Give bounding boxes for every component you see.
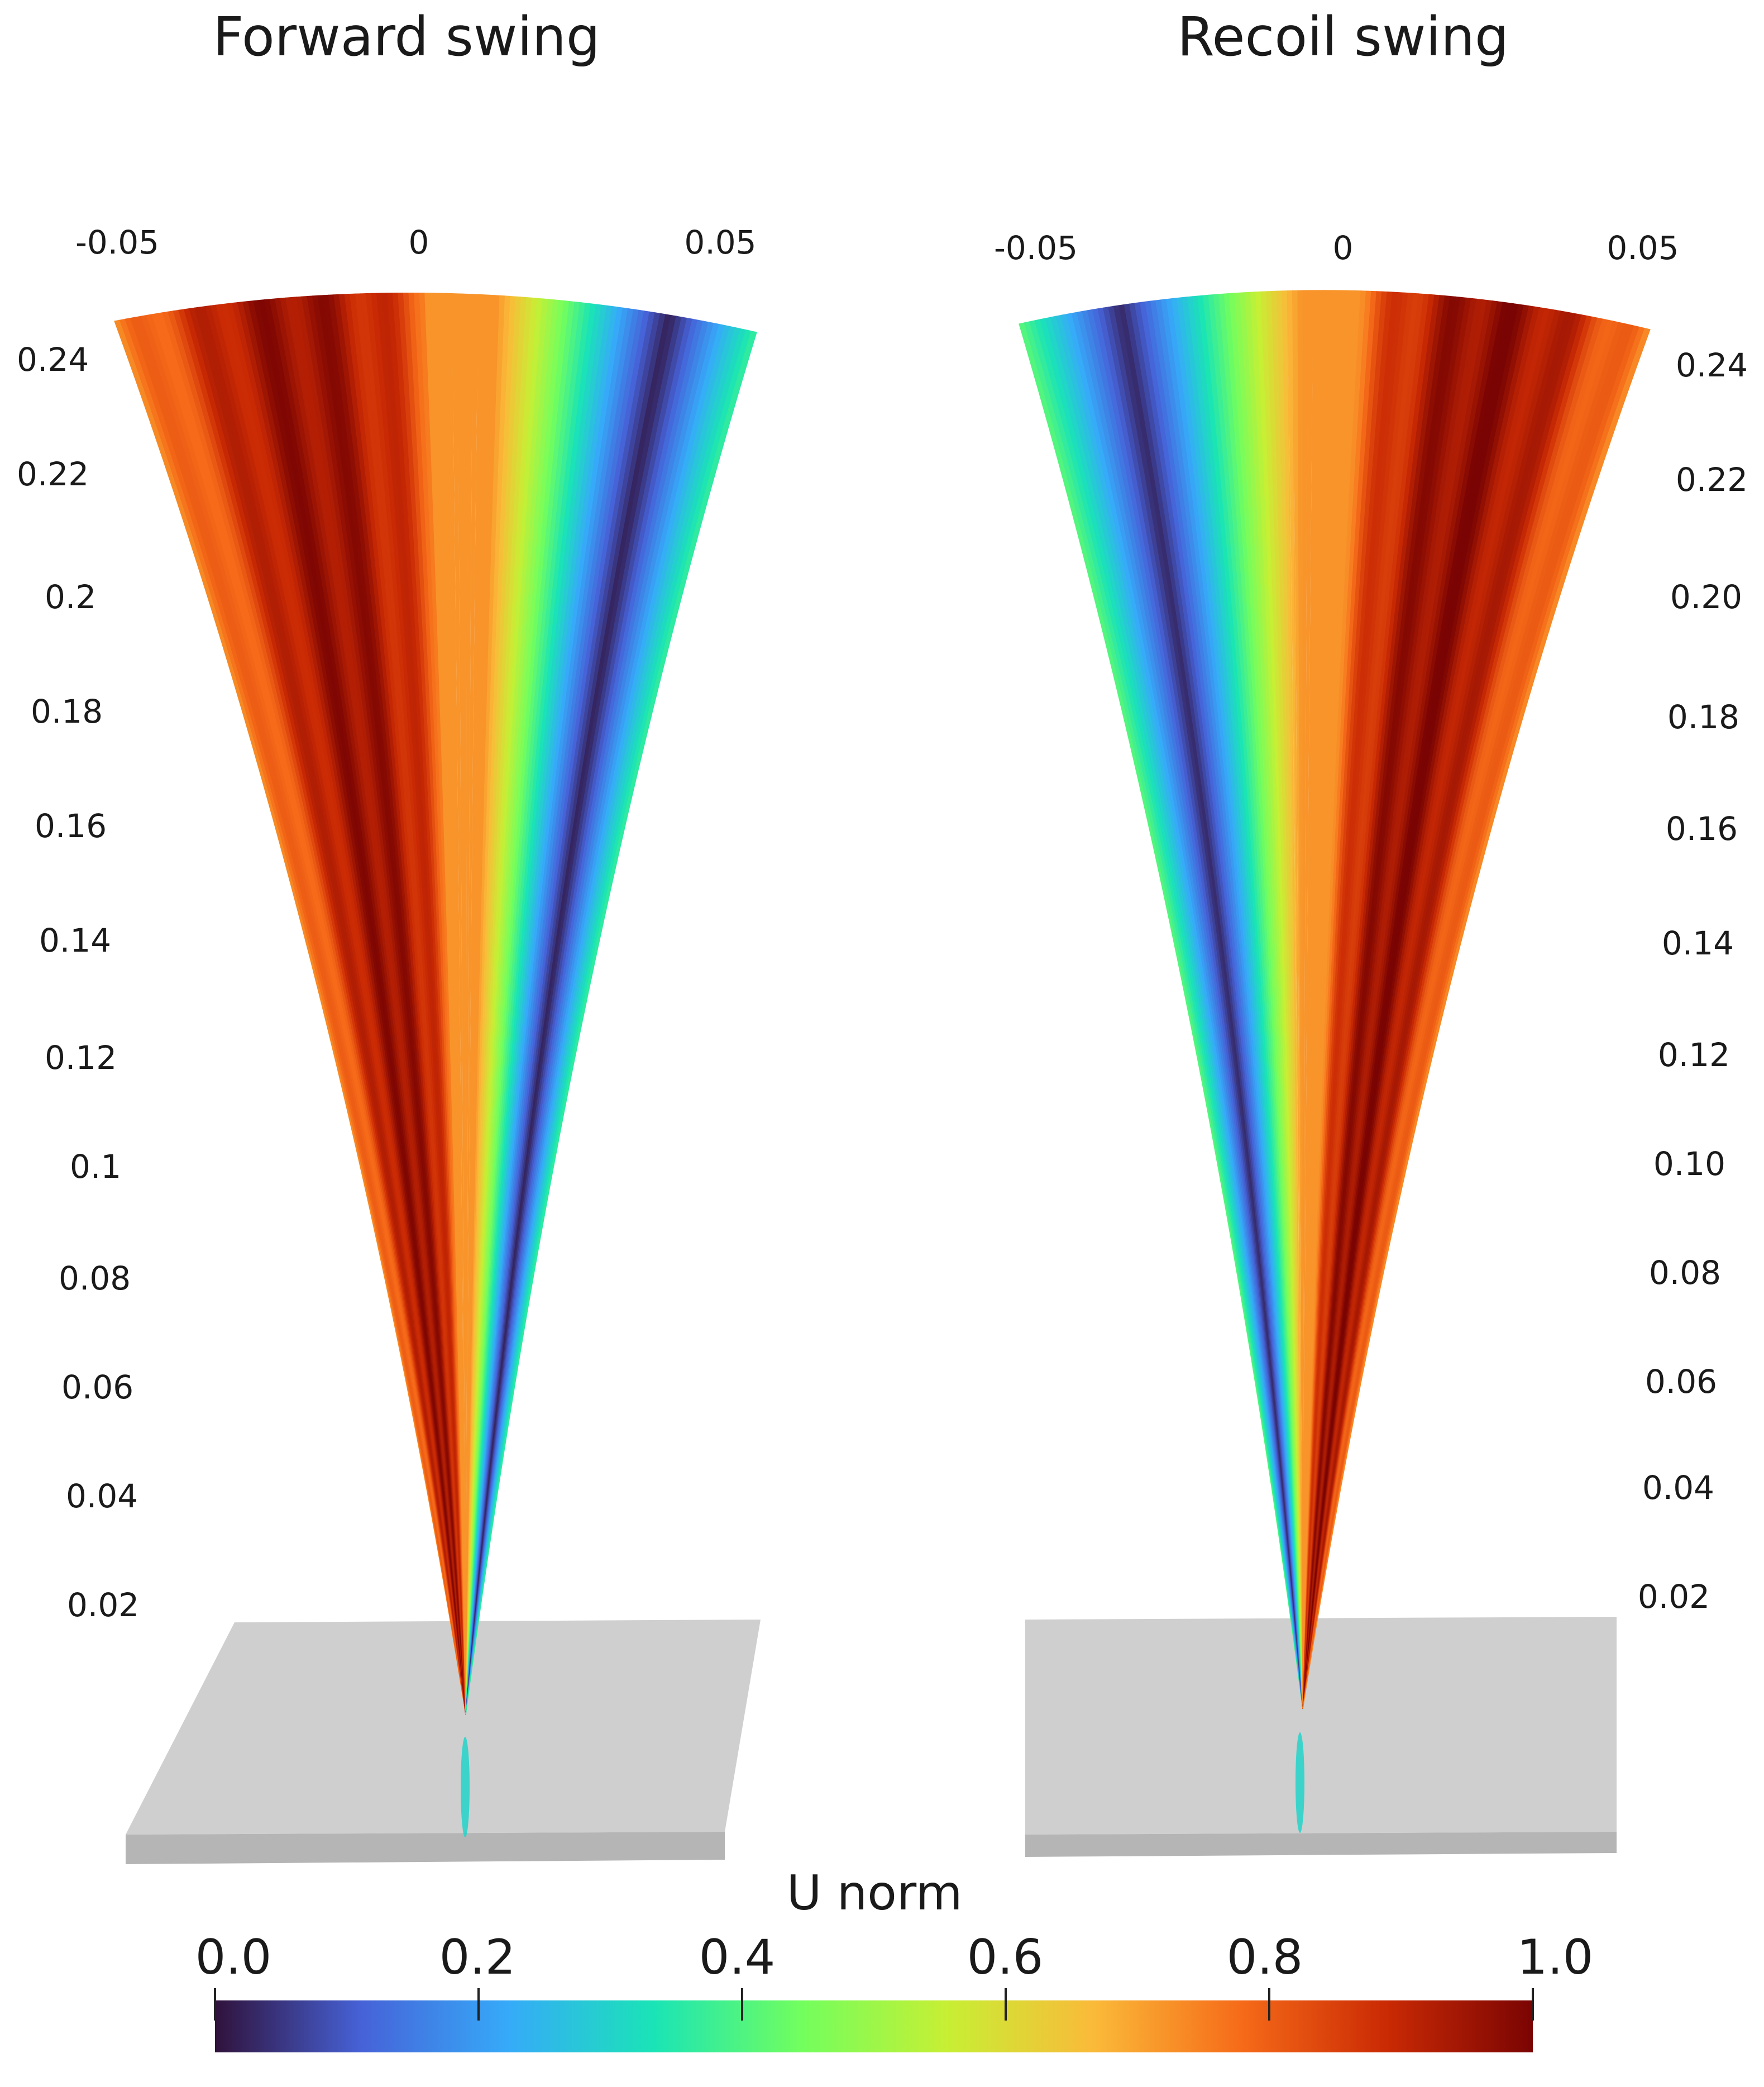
right-y-tick: 0.06 [1645, 1363, 1717, 1401]
right-tip-trace [1295, 1732, 1304, 1833]
left-tip-trace [461, 1737, 470, 1837]
colorbar-tick-label: 0.8 [1226, 1930, 1303, 1985]
swing-strip [465, 331, 757, 1715]
right-platform [1025, 1617, 1617, 1857]
right-y-tick: 0.10 [1653, 1145, 1725, 1183]
left-swing-fan [114, 292, 757, 1715]
left-platform-top [126, 1620, 761, 1835]
left-platform-side [126, 1832, 725, 1864]
left-y-tick: 0.1 [70, 1148, 122, 1186]
colorbar-title: U norm [786, 1865, 963, 1921]
left-x-tick: -0.05 [75, 223, 160, 261]
swing-strip [1302, 328, 1651, 1709]
right-y-tick: 0.14 [1661, 924, 1734, 962]
colorbar-tick-label: 0.4 [699, 1930, 776, 1985]
right-y-tick: 0.12 [1657, 1036, 1730, 1074]
right-y-tick: 0.04 [1642, 1469, 1714, 1507]
right-y-tick: 0.02 [1637, 1578, 1710, 1616]
left-panel-title: Forward swing [213, 6, 600, 68]
colorbar-gradient [215, 2000, 1533, 2052]
right-y-tick: 0.22 [1675, 461, 1748, 499]
left-y-tick: 0.24 [17, 341, 89, 379]
colorbar-tick-label: 0.2 [439, 1930, 516, 1985]
colorbar [214, 1988, 1534, 2052]
right-y-tick: 0.18 [1667, 698, 1739, 736]
right-x-tick: 0 [1332, 229, 1354, 267]
right-y-tick: 0.16 [1665, 810, 1738, 848]
right-y-tick: 0.20 [1670, 578, 1742, 616]
left-platform [126, 1620, 761, 1864]
right-panel [1019, 290, 1651, 1857]
left-y-tick: 0.2 [45, 578, 97, 616]
right-x-tick: 0.05 [1607, 229, 1679, 267]
left-y-tick: 0.06 [61, 1368, 134, 1406]
left-y-tick: 0.16 [35, 807, 107, 845]
left-y-tick: 0.22 [17, 455, 89, 493]
colorbar-tick-lines [214, 1988, 1534, 2021]
right-y-tick: 0.08 [1648, 1254, 1721, 1292]
right-platform-top [1025, 1617, 1617, 1835]
left-y-tick: 0.12 [45, 1039, 117, 1077]
left-y-tick: 0.08 [59, 1259, 131, 1297]
left-x-tick: 0 [408, 223, 429, 261]
left-panel [114, 292, 761, 1864]
right-platform-side [1025, 1832, 1617, 1857]
colorbar-tick-label: 1.0 [1517, 1930, 1594, 1985]
left-y-tick: 0.04 [66, 1477, 138, 1515]
right-tip-trace-mark [1295, 1732, 1304, 1833]
right-x-tick: -0.05 [993, 229, 1078, 267]
colorbar-tick-label: 0.0 [195, 1930, 272, 1985]
right-y-tick: 0.24 [1675, 346, 1748, 384]
right-swing-fan [1019, 290, 1651, 1709]
left-y-tick: 0.14 [39, 921, 112, 959]
left-x-tick: 0.05 [684, 223, 757, 261]
colorbar-tick-label: 0.6 [967, 1930, 1044, 1985]
left-y-tick: 0.02 [67, 1586, 140, 1624]
right-panel-title: Recoil swing [1177, 6, 1509, 68]
left-tip-trace-mark [461, 1737, 470, 1837]
left-y-tick: 0.18 [31, 693, 103, 730]
